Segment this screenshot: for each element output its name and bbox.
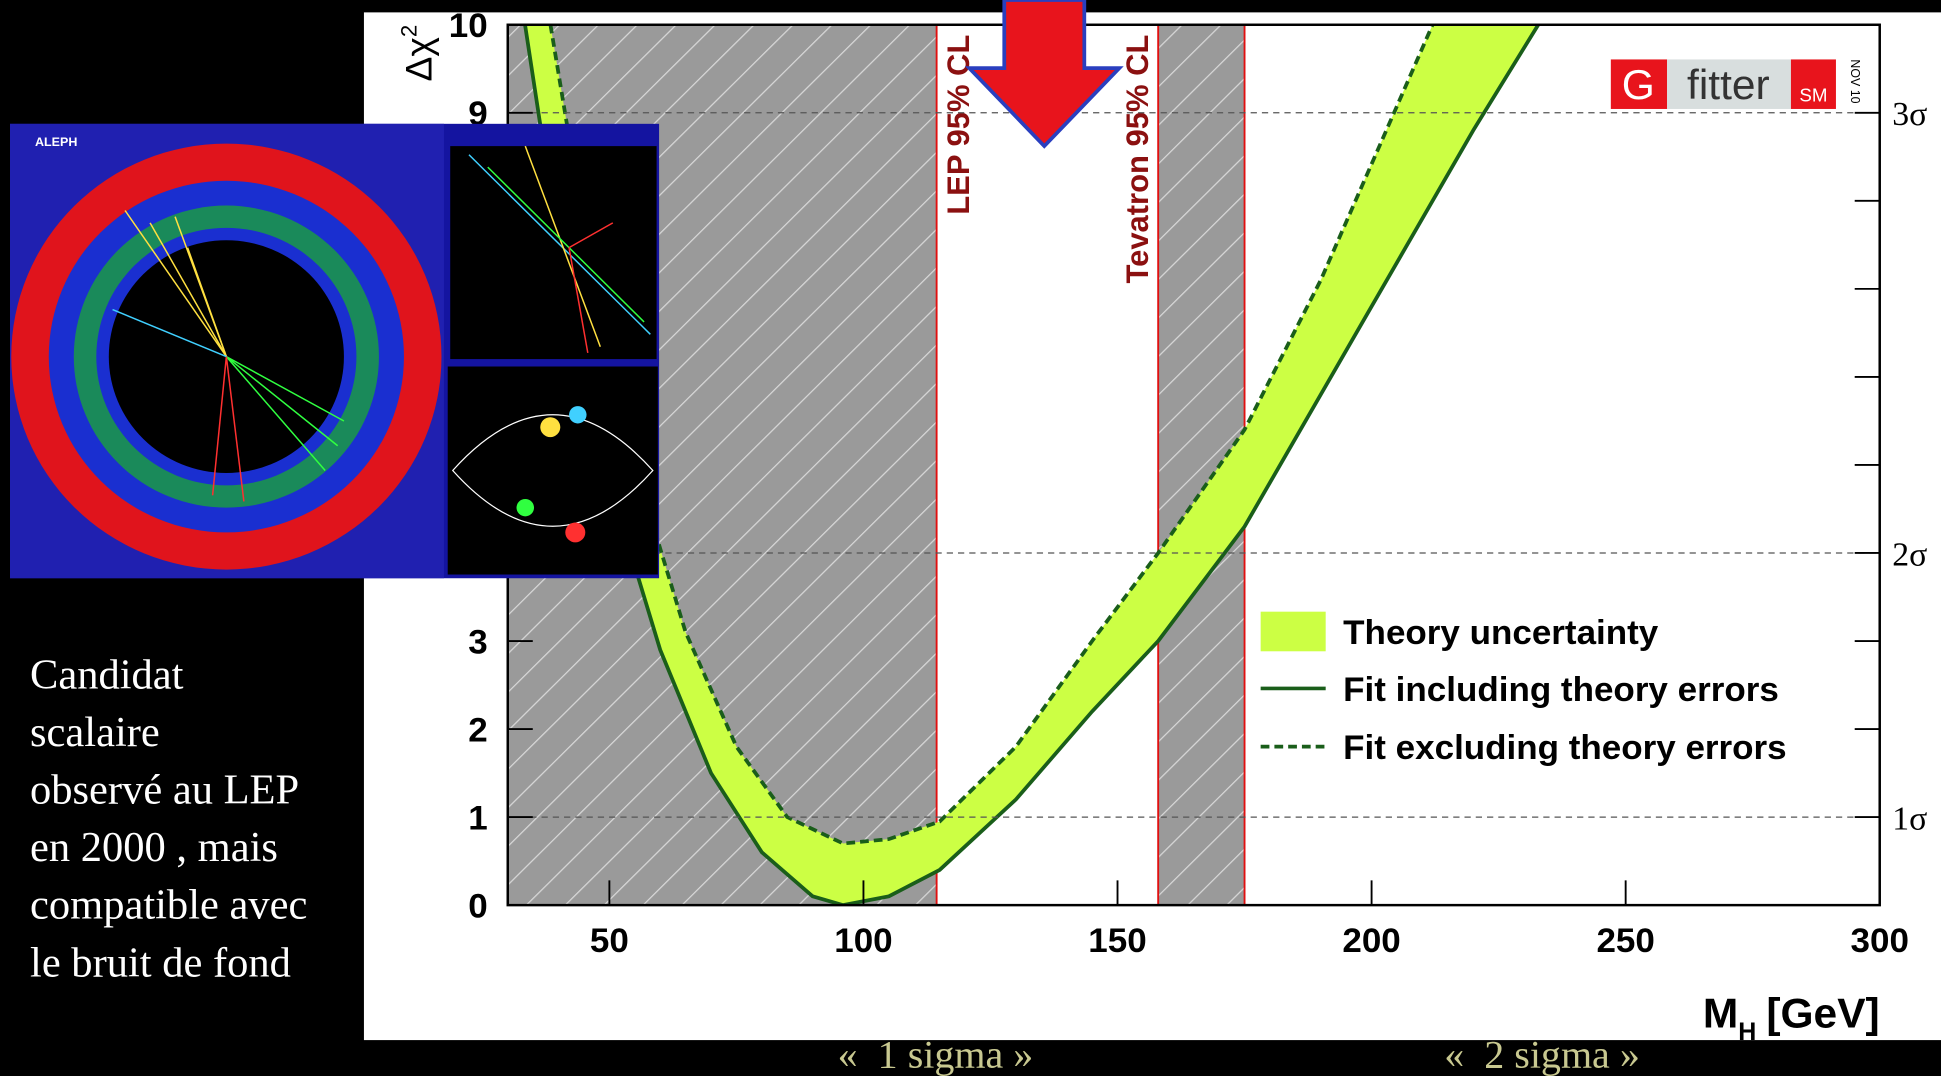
caption-line: observé au LEP bbox=[30, 767, 299, 814]
y2-tick-label: 3σ bbox=[1892, 96, 1927, 133]
y-tick-label: 2 bbox=[468, 711, 487, 750]
y-label-sup: 2 bbox=[396, 25, 421, 37]
caption-line: le bruit de fond bbox=[30, 940, 291, 987]
y-tick-label: 9 bbox=[468, 94, 487, 133]
logo-box bbox=[1610, 59, 1668, 109]
caption-line: scalaire bbox=[30, 709, 160, 756]
curve bbox=[523, 24, 1540, 906]
y-tick-label: 0 bbox=[468, 887, 487, 926]
x-tick-label: 300 bbox=[1851, 921, 1909, 960]
x-label-main: M bbox=[1703, 990, 1738, 1037]
y-axis-label: Δχ2 bbox=[396, 25, 439, 82]
logo-tag: SM bbox=[1799, 85, 1827, 106]
x-label-sub: H bbox=[1738, 1018, 1756, 1046]
y-tick-label: 10 bbox=[449, 6, 488, 45]
legend-swatch bbox=[1260, 611, 1326, 652]
logo-date: NOV 10 bbox=[1848, 59, 1862, 103]
x-label-unit: [GeV] bbox=[1766, 990, 1879, 1037]
x-tick-label: 50 bbox=[590, 921, 629, 960]
logo-letter: G bbox=[1622, 61, 1655, 108]
y2-tick-label: 2σ bbox=[1892, 537, 1927, 574]
y-tick-label: 3 bbox=[468, 623, 487, 662]
event-label: ALEPH bbox=[35, 135, 77, 149]
caption-line: Candidat bbox=[30, 652, 184, 699]
arrow bbox=[964, 0, 1124, 149]
logo-box bbox=[1667, 59, 1791, 109]
x-tick-label: 250 bbox=[1596, 921, 1654, 960]
x-tick-label: 200 bbox=[1342, 921, 1400, 960]
caption-line: compatible avec bbox=[30, 882, 307, 929]
x-axis-label: MH [GeV] bbox=[1703, 990, 1880, 1046]
sigma-note: « 2 sigma » bbox=[1444, 1033, 1640, 1076]
sigma-note: « 1 sigma » bbox=[838, 1033, 1034, 1076]
logo-word: fitter bbox=[1687, 61, 1770, 108]
y2-tick-label: 1σ bbox=[1892, 801, 1927, 838]
logo-box bbox=[1790, 59, 1836, 109]
legend-label: Fit including theory errors bbox=[1343, 670, 1779, 709]
x-tick-label: 100 bbox=[834, 921, 892, 960]
exclusion-label: LEP 95% CL bbox=[941, 35, 976, 215]
legend-label: Fit excluding theory errors bbox=[1343, 728, 1786, 767]
x-tick-label: 150 bbox=[1088, 921, 1146, 960]
legend-label: Theory uncertainty bbox=[1343, 613, 1659, 652]
y-tick-label: 1 bbox=[468, 799, 487, 838]
exclusion-label: Tevatron 95% CL bbox=[1120, 35, 1155, 284]
caption-line: en 2000 , mais bbox=[30, 824, 278, 871]
event-display: ALEPH bbox=[10, 123, 660, 579]
y-label-main: Δχ bbox=[397, 37, 439, 82]
